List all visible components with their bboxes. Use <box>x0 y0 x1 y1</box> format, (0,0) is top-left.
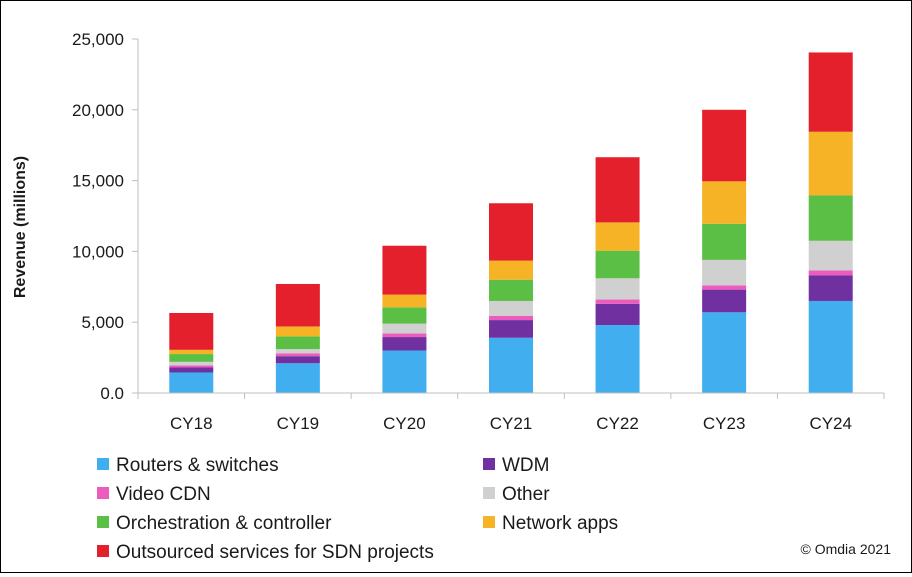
bar-segment <box>595 278 640 300</box>
legend-swatch <box>97 487 109 499</box>
bar-segment <box>702 312 747 393</box>
legend-swatch <box>97 458 109 470</box>
bar-segment <box>275 356 320 364</box>
bar-segment <box>702 109 747 182</box>
bar-segment <box>808 275 853 301</box>
bar-segment <box>489 260 533 280</box>
legend-swatch <box>483 458 495 470</box>
legend-swatch <box>483 487 495 499</box>
bar-segment <box>382 294 427 308</box>
bar-segment <box>808 195 853 241</box>
y-tick-label: 15,000 <box>72 172 124 191</box>
bar-segment <box>275 336 320 350</box>
bar-segment <box>169 365 214 368</box>
legend-label: Outsourced services for SDN projects <box>116 542 434 563</box>
bar-segment <box>382 350 427 393</box>
bar-segment <box>595 299 640 304</box>
y-tick-label: 0.0 <box>100 384 124 403</box>
bar-segment <box>702 223 747 260</box>
bar-segment <box>275 326 320 337</box>
bar-segment <box>489 300 533 316</box>
bar-segment <box>382 337 427 351</box>
bar-segment <box>489 337 533 393</box>
bar-segment <box>382 307 427 324</box>
bar-segment <box>808 240 853 271</box>
x-tick-label: CY23 <box>703 414 746 433</box>
x-tick-label: CY20 <box>383 414 426 433</box>
y-tick-label: 10,000 <box>72 242 124 261</box>
bar-segment <box>169 372 214 393</box>
y-tick-label: 5,000 <box>81 313 124 332</box>
bar-segment <box>275 283 320 327</box>
legend-label: Orchestration & controller <box>116 513 332 534</box>
legend-label: Video CDN <box>116 484 211 505</box>
bar-segment <box>169 367 214 373</box>
bar-segment <box>595 250 640 279</box>
bar-segment <box>382 333 427 338</box>
legend-swatch <box>483 516 495 528</box>
x-tick-label: CY18 <box>170 414 213 433</box>
y-tick-label: 20,000 <box>72 101 124 120</box>
bar-segment <box>702 259 747 286</box>
bar-segment <box>489 279 533 301</box>
bar-segment <box>595 303 640 326</box>
bar-segment <box>808 300 853 393</box>
bar-segment <box>169 349 214 355</box>
legend-label: WDM <box>502 455 549 476</box>
bar-segment <box>595 157 640 223</box>
bar-segment <box>702 289 747 313</box>
bar-segment <box>808 52 853 132</box>
x-tick-label: CY19 <box>277 414 320 433</box>
legend-label: Network apps <box>502 513 618 534</box>
bar-segment <box>489 315 533 321</box>
legend-label: Other <box>502 484 550 505</box>
legend-swatch <box>97 516 109 528</box>
legend-swatch <box>97 545 109 557</box>
x-tick-label: CY24 <box>809 414 852 433</box>
x-tick-label: CY21 <box>490 414 533 433</box>
bar-segment <box>169 312 214 350</box>
x-tick-label: CY22 <box>596 414 639 433</box>
bar-segment <box>702 181 747 224</box>
bar-segment <box>275 349 320 354</box>
bar-segment <box>169 361 214 366</box>
bar-segment <box>595 325 640 393</box>
legend-label: Routers & switches <box>116 455 279 476</box>
bar-segment <box>489 203 533 261</box>
bar-segment <box>169 354 214 362</box>
y-tick-label: 25,000 <box>72 30 124 49</box>
bar-segment <box>489 320 533 338</box>
bar-segment <box>382 323 427 334</box>
bar-segment <box>702 285 747 290</box>
bar-segment <box>275 363 320 393</box>
bar-segment <box>808 131 853 196</box>
bar-segment <box>275 353 320 357</box>
bar-segment <box>808 270 853 276</box>
bar-segment <box>382 245 427 295</box>
bar-segment <box>595 222 640 251</box>
y-axis-label: Revenue (millions) <box>12 156 29 298</box>
credit-text: © Omdia 2021 <box>801 541 892 557</box>
